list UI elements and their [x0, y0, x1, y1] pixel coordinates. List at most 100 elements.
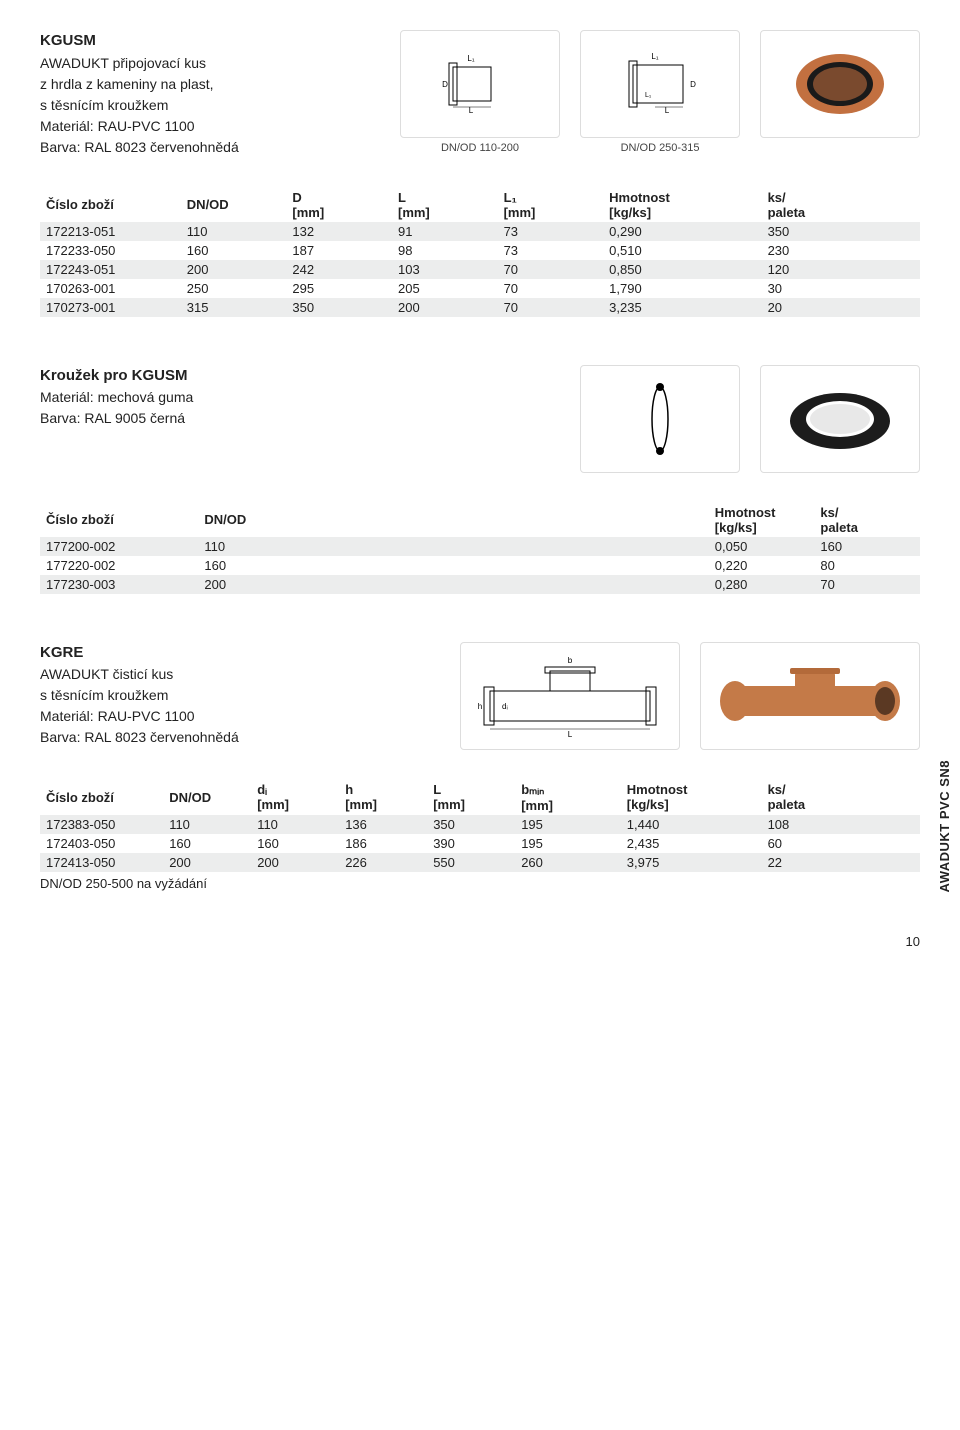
kgusm-caption-2: DN/OD 250-315 [580, 142, 740, 154]
table-cell: 226 [339, 853, 427, 872]
table-row: 172213-05111013291730,290350 [40, 222, 920, 241]
table-cell: 177220-002 [40, 556, 198, 575]
table-cell: 98 [392, 241, 498, 260]
table-cell: 187 [286, 241, 392, 260]
th [357, 501, 709, 537]
table-cell: 2,435 [621, 834, 762, 853]
table-cell: 70 [498, 298, 604, 317]
svg-text:dᵢ: dᵢ [502, 702, 508, 711]
th: dᵢ[mm] [251, 778, 339, 815]
table-cell: 177230-003 [40, 575, 198, 594]
ring-title: Kroužek pro KGUSM [40, 365, 560, 388]
ring-section: Kroužek pro KGUSM Materiál: mechová guma… [40, 365, 920, 594]
table-cell: 200 [163, 853, 251, 872]
table-cell: 350 [762, 222, 920, 241]
table-cell: 350 [427, 815, 515, 834]
table-cell: 110 [181, 222, 287, 241]
table-cell [357, 537, 709, 556]
table-row: 172413-0502002002265502603,97522 [40, 853, 920, 872]
table-cell: 195 [515, 815, 621, 834]
th: h[mm] [339, 778, 427, 815]
kgusm-line: s těsnícím kroužkem [40, 95, 380, 116]
table-cell: 132 [286, 222, 392, 241]
th: D[mm] [286, 186, 392, 222]
table-cell: 73 [498, 222, 604, 241]
svg-text:L: L [665, 106, 670, 115]
kgre-photo [700, 642, 920, 750]
table-cell [357, 575, 709, 594]
table-cell: 136 [339, 815, 427, 834]
table-cell: 110 [251, 815, 339, 834]
kgusm-line: AWADUKT připojovací kus [40, 53, 380, 74]
table-cell: 0,290 [603, 222, 761, 241]
table-cell: 91 [392, 222, 498, 241]
table-cell: 160 [814, 537, 920, 556]
svg-text:D: D [690, 80, 696, 89]
table-row: 177230-0032000,28070 [40, 575, 920, 594]
table-row: 172243-051200242103700,850120 [40, 260, 920, 279]
table-cell: 172413-050 [40, 853, 163, 872]
table-row: 177200-0021100,050160 [40, 537, 920, 556]
kgre-line: s těsnícím kroužkem [40, 685, 440, 706]
th: Hmotnost[kg/ks] [709, 501, 815, 537]
ring-description: Kroužek pro KGUSM Materiál: mechová guma… [40, 365, 560, 430]
th: bₘᵢₙ[mm] [515, 778, 621, 815]
table-cell: 70 [498, 279, 604, 298]
table-cell: 205 [392, 279, 498, 298]
table-cell: 315 [181, 298, 287, 317]
table-cell: 1,790 [603, 279, 761, 298]
table-cell: 0,850 [603, 260, 761, 279]
svg-text:L₁: L₁ [467, 54, 474, 63]
table-cell: 170273-001 [40, 298, 181, 317]
table-cell: 110 [163, 815, 251, 834]
kgusm-table: Číslo zboží DN/OD D[mm] L[mm] L₁[mm] Hmo… [40, 186, 920, 317]
table-cell: 0,220 [709, 556, 815, 575]
table-cell: 70 [814, 575, 920, 594]
table-cell: 177200-002 [40, 537, 198, 556]
th: ks/paleta [814, 501, 920, 537]
table-cell: 73 [498, 241, 604, 260]
th: Hmotnost[kg/ks] [621, 778, 762, 815]
kgusm-caption-1: DN/OD 110-200 [400, 142, 560, 154]
kgre-header-row: KGRE AWADUKT čisticí kus s těsnícím krou… [40, 642, 920, 750]
kgre-section: KGRE AWADUKT čisticí kus s těsnícím krou… [40, 642, 920, 891]
svg-text:b: b [568, 656, 573, 665]
ring-line: Barva: RAL 9005 černá [40, 408, 560, 429]
page-number: 10 [906, 934, 920, 949]
kgusm-description: KGUSM AWADUKT připojovací kus z hrdla z … [40, 30, 380, 158]
kgre-description: KGRE AWADUKT čisticí kus s těsnícím krou… [40, 642, 440, 749]
table-cell: 200 [251, 853, 339, 872]
table-cell: 80 [814, 556, 920, 575]
table-cell: 230 [762, 241, 920, 260]
kgre-diagram: b h dᵢ L [460, 642, 680, 750]
th: ks/paleta [762, 778, 920, 815]
th: Číslo zboží [40, 501, 198, 537]
table-cell: 390 [427, 834, 515, 853]
kgre-line: Materiál: RAU-PVC 1100 [40, 706, 440, 727]
table-row: 172403-0501601601863901952,43560 [40, 834, 920, 853]
svg-text:L: L [469, 106, 474, 115]
table-cell: 195 [515, 834, 621, 853]
table-cell: 200 [392, 298, 498, 317]
table-cell: 200 [181, 260, 287, 279]
svg-text:L₁: L₁ [645, 92, 652, 99]
table-cell: 172243-051 [40, 260, 181, 279]
table-cell: 22 [762, 853, 920, 872]
kgre-table: Číslo zboží DN/OD dᵢ[mm] h[mm] L[mm] bₘᵢ… [40, 778, 920, 872]
table-cell: 550 [427, 853, 515, 872]
table-cell: 172213-051 [40, 222, 181, 241]
kgusm-photo [760, 30, 920, 138]
th: ks/paleta [762, 186, 920, 222]
table-row: 172383-0501101101363501951,440108 [40, 815, 920, 834]
table-cell: 260 [515, 853, 621, 872]
table-cell: 160 [251, 834, 339, 853]
kgusm-line: z hrdla z kameniny na plast, [40, 74, 380, 95]
table-cell: 250 [181, 279, 287, 298]
kgusm-section: KGUSM AWADUKT připojovací kus z hrdla z … [40, 30, 920, 317]
kgre-code: KGRE [40, 642, 440, 665]
table-cell: 30 [762, 279, 920, 298]
table-cell: 0,050 [709, 537, 815, 556]
table-cell: 170263-001 [40, 279, 181, 298]
kgusm-line: Barva: RAL 8023 červenohnědá [40, 137, 380, 158]
table-row: 177220-0021600,22080 [40, 556, 920, 575]
